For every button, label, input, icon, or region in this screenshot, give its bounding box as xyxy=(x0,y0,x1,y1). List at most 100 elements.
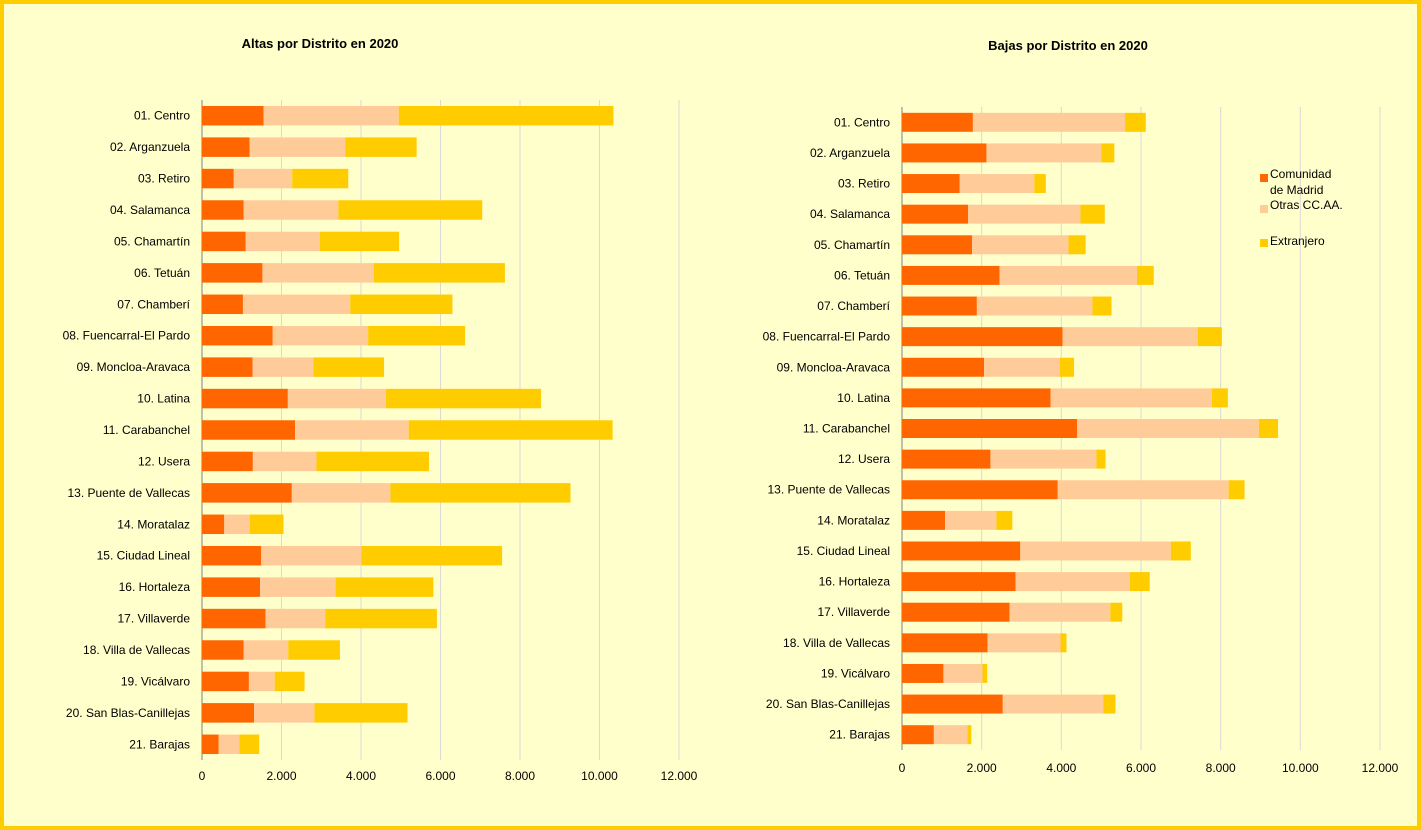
bajas-bar-comunidad xyxy=(902,327,1063,347)
bajas-bar-comunidad xyxy=(902,143,987,163)
bajas-bar-extranjero xyxy=(1258,419,1279,438)
bajas-bar-comunidad xyxy=(902,602,1010,622)
bajas-bar-otras xyxy=(1050,388,1212,408)
altas-x-tick-label: 4.000 xyxy=(346,769,376,783)
altas-bar-comunidad xyxy=(202,231,246,252)
altas-bar-extranjero xyxy=(398,105,614,126)
bajas-x-tick-label: 6.000 xyxy=(1126,761,1156,775)
altas-bar-otras xyxy=(263,105,399,126)
altas-bar-extranjero xyxy=(390,483,571,503)
altas-bar-extranjero xyxy=(386,388,542,409)
altas-bar-comunidad xyxy=(202,703,255,723)
bajas-category-label: 10. Latina xyxy=(837,391,890,405)
altas-bar-comunidad xyxy=(202,388,288,409)
altas-category-label: 03. Retiro xyxy=(138,172,190,186)
bajas-category-label: 16. Hortaleza xyxy=(819,575,891,589)
bajas-category-label: 06. Tetuán xyxy=(834,268,890,282)
altas-bar-comunidad xyxy=(202,105,264,126)
bajas-bar-otras xyxy=(933,725,968,745)
altas-bar-extranjero xyxy=(239,734,260,755)
altas-category-label: 08. Fuencarral-El Pardo xyxy=(63,329,191,343)
bajas-bar-otras xyxy=(943,663,983,683)
bajas-bar-extranjero xyxy=(1059,357,1075,377)
bajas-x-tick-label: 4.000 xyxy=(1046,761,1076,775)
altas-bar-comunidad xyxy=(202,577,261,597)
altas-bar-extranjero xyxy=(361,545,503,566)
altas-bar-comunidad xyxy=(202,200,244,220)
legend-swatch-extranjero xyxy=(1260,239,1268,247)
bajas-category-label: 15. Ciudad Lineal xyxy=(797,544,890,558)
bajas-bar-comunidad xyxy=(902,265,1000,285)
bajas-bar-otras xyxy=(1020,541,1171,561)
altas-category-label: 21. Barajas xyxy=(129,737,190,751)
bajas-category-label: 12. Usera xyxy=(838,452,890,466)
bajas-category-label: 20. San Blas-Canillejas xyxy=(766,697,890,711)
bajas-category-label: 08. Fuencarral-El Pardo xyxy=(763,330,891,344)
bajas-bar-extranjero xyxy=(1103,694,1116,714)
bajas-bar-comunidad xyxy=(902,419,1078,438)
bajas-bar-extranjero xyxy=(1096,449,1106,469)
bajas-x-tick-label: 2.000 xyxy=(967,761,997,775)
altas-bar-otras xyxy=(252,357,314,377)
bajas-bar-comunidad xyxy=(902,541,1021,561)
altas-bar-otras xyxy=(265,608,326,629)
altas-category-label: 16. Hortaleza xyxy=(119,580,191,594)
bajas-bar-comunidad xyxy=(902,633,988,653)
altas-bar-extranjero xyxy=(408,420,613,440)
altas-x-tick-label: 8.000 xyxy=(505,769,535,783)
altas-x-tick-label: 2.000 xyxy=(266,769,296,783)
bajas-bar-extranjero xyxy=(996,510,1013,530)
altas-bar-extranjero xyxy=(325,608,437,629)
altas-x-tick-label: 12.000 xyxy=(661,769,698,783)
altas-bar-extranjero xyxy=(373,263,505,283)
bajas-category-label: 13. Puente de Vallecas xyxy=(767,483,890,497)
bajas-bar-extranjero xyxy=(967,725,972,745)
bajas-category-label: 04. Salamanca xyxy=(810,207,890,221)
bajas-category-label: 17. Villaverde xyxy=(818,605,891,619)
altas-bar-otras xyxy=(261,545,362,566)
altas-bar-extranjero xyxy=(274,671,305,692)
bajas-category-label: 11. Carabanchel xyxy=(803,422,890,436)
altas-category-label: 09. Moncloa-Aravaca xyxy=(77,360,191,374)
altas-category-label: 15. Ciudad Lineal xyxy=(97,549,190,563)
altas-bar-comunidad xyxy=(202,608,266,629)
bajas-bar-extranjero xyxy=(1101,143,1115,163)
bajas-bar-extranjero xyxy=(1170,541,1191,561)
altas-category-label: 18. Villa de Vallecas xyxy=(83,643,190,657)
bajas-bar-extranjero xyxy=(1137,265,1154,285)
bajas-bar-comunidad xyxy=(902,235,973,255)
bajas-category-label: 09. Moncloa-Aravaca xyxy=(777,360,891,374)
altas-bar-otras xyxy=(243,640,289,660)
bajas-bar-extranjero xyxy=(1034,174,1046,194)
bajas-bar-otras xyxy=(1077,419,1259,438)
bajas-bar-extranjero xyxy=(1060,633,1067,653)
altas-bar-otras xyxy=(287,388,387,409)
altas-bar-otras xyxy=(252,451,317,472)
bajas-bar-extranjero xyxy=(1092,296,1112,316)
bajas-bar-otras xyxy=(1009,602,1111,622)
altas-bar-otras xyxy=(248,671,275,692)
altas-category-label: 04. Salamanca xyxy=(110,203,190,217)
bajas-bar-extranjero xyxy=(1125,112,1146,132)
bajas-bar-comunidad xyxy=(902,388,1051,408)
bajas-bar-comunidad xyxy=(902,204,969,224)
bajas-bar-otras xyxy=(1002,694,1104,714)
altas-bar-otras xyxy=(245,231,320,252)
bajas-bar-otras xyxy=(986,143,1102,163)
altas-bar-comunidad xyxy=(202,451,253,472)
altas-bar-extranjero xyxy=(338,200,483,220)
bajas-bar-extranjero xyxy=(982,663,988,683)
altas-bar-extranjero xyxy=(368,325,466,346)
bajas-bar-comunidad xyxy=(902,449,991,469)
bajas-bar-otras xyxy=(945,510,997,530)
bajas-bar-comunidad xyxy=(902,112,973,132)
bajas-category-label: 14. Moratalaz xyxy=(817,513,890,527)
altas-category-label: 11. Carabanchel xyxy=(103,423,190,437)
altas-category-label: 01. Centro xyxy=(134,109,190,123)
bajas-bar-comunidad xyxy=(902,725,934,745)
altas-x-tick-label: 0 xyxy=(199,769,206,783)
altas-category-label: 07. Chamberí xyxy=(117,297,190,311)
bajas-bar-comunidad xyxy=(902,480,1058,500)
bajas-bar-extranjero xyxy=(1080,204,1105,224)
